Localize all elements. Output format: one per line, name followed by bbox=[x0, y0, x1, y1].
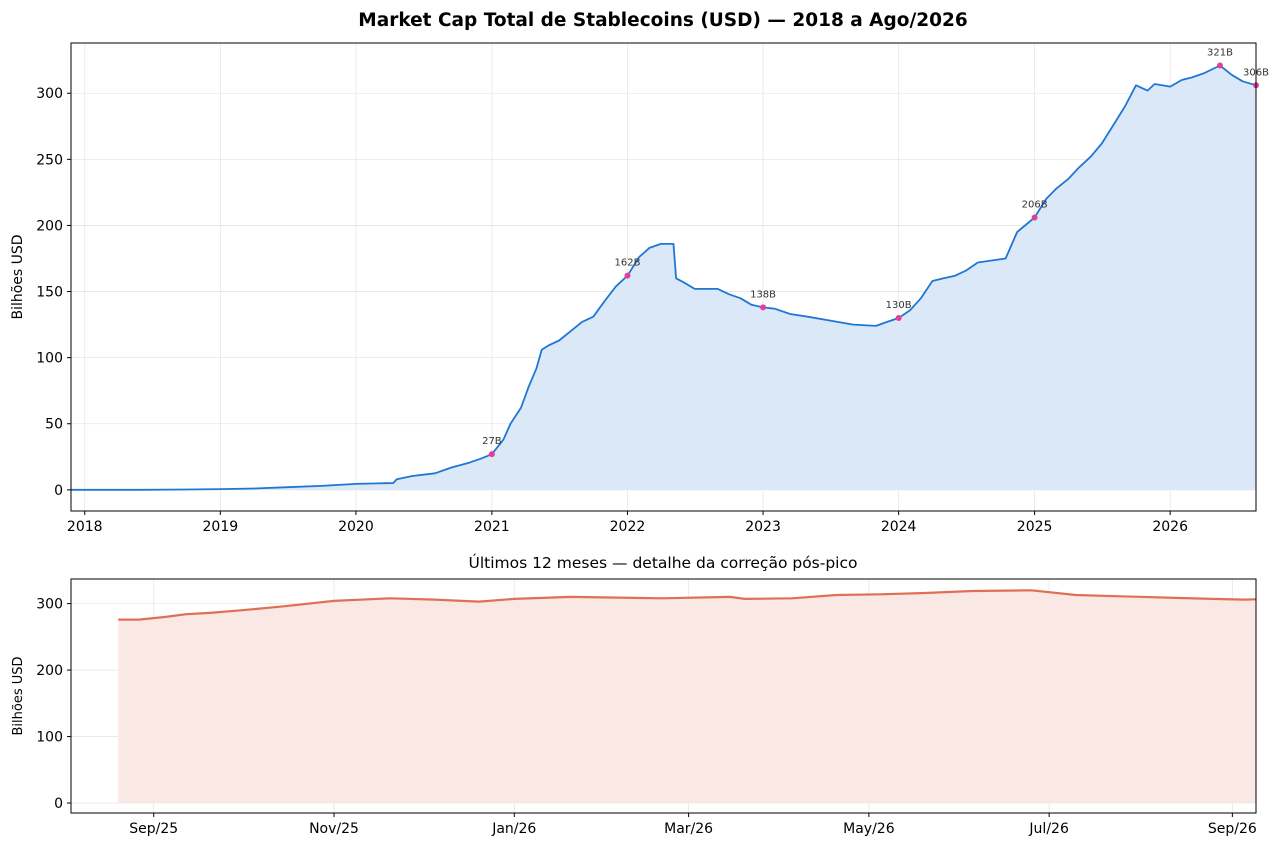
x-tick-label: Mar/26 bbox=[664, 821, 713, 837]
x-tick-label: Jan/26 bbox=[491, 821, 536, 837]
y-tick-label: 200 bbox=[36, 218, 63, 234]
x-tick-label: 2021 bbox=[474, 519, 510, 535]
detail-chart: Sep/25 Nov/25 Jan/26 Mar/26 May/26 Jul/26 Sep/… bbox=[11, 578, 1257, 837]
x-tick-label: 2023 bbox=[745, 519, 781, 535]
chart-title: Market Cap Total de Stablecoins (USD) — … bbox=[358, 10, 967, 31]
y-tick-label: 100 bbox=[36, 730, 63, 746]
y-tick-label: 150 bbox=[36, 285, 63, 301]
x-tick-label: Sep/25 bbox=[129, 821, 178, 837]
y-tick-label: 100 bbox=[36, 351, 63, 367]
series-area bbox=[118, 590, 1256, 803]
data-point-marker bbox=[1216, 62, 1223, 69]
y-tick-label: 300 bbox=[36, 597, 63, 613]
y-tick-label: 200 bbox=[36, 663, 63, 679]
x-tick-label: 2026 bbox=[1152, 519, 1188, 535]
x-tick-label: 2018 bbox=[67, 519, 103, 535]
series-line bbox=[118, 589, 1256, 621]
y-tick-label: 0 bbox=[54, 796, 63, 812]
data-point-label: 162B bbox=[614, 258, 640, 269]
x-tick-label: Jul/26 bbox=[1028, 821, 1069, 837]
y-tick-label: 250 bbox=[36, 152, 63, 168]
series-area bbox=[71, 65, 1256, 490]
detail-chart-title: Últimos 12 meses — detalhe da correção p… bbox=[469, 553, 858, 572]
y-tick-label: 0 bbox=[54, 483, 63, 499]
y-axis-label: Bilhões USD bbox=[10, 234, 26, 319]
data-point-label: 130B bbox=[886, 300, 912, 311]
plot-frame bbox=[70, 578, 1257, 814]
y-axis-label: Bilhões USD bbox=[11, 656, 26, 735]
plot-frame bbox=[70, 42, 1257, 512]
data-point-label: 138B bbox=[750, 289, 776, 300]
series-line bbox=[71, 64, 1256, 491]
x-tick-label: 2025 bbox=[1017, 519, 1053, 535]
data-point-label: 206B bbox=[1022, 200, 1048, 211]
x-tick-label: 2024 bbox=[881, 519, 917, 535]
y-tick-label: 50 bbox=[45, 417, 63, 433]
y-tick-label: 300 bbox=[36, 86, 63, 102]
x-tick-label: 2022 bbox=[610, 519, 646, 535]
x-tick-label: 2020 bbox=[338, 519, 374, 535]
data-point-label: 27B bbox=[482, 436, 502, 447]
data-point-marker bbox=[760, 304, 767, 311]
x-tick-label: Nov/25 bbox=[309, 821, 359, 837]
x-tick-label: Sep/26 bbox=[1208, 821, 1257, 837]
data-point-marker bbox=[1031, 214, 1038, 221]
data-point-marker bbox=[624, 272, 631, 279]
data-point-marker bbox=[488, 451, 495, 458]
data-point-marker bbox=[895, 314, 902, 321]
x-tick-label: 2019 bbox=[203, 519, 239, 535]
x-tick-label: May/26 bbox=[843, 821, 895, 837]
data-point-label: 321B bbox=[1207, 47, 1233, 58]
